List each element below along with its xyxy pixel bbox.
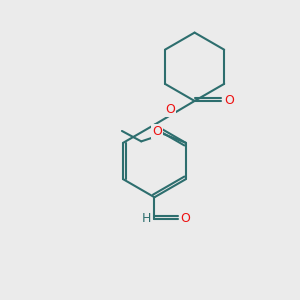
Text: O: O <box>224 94 234 107</box>
Text: O: O <box>181 212 190 225</box>
Text: O: O <box>152 125 162 138</box>
Text: H: H <box>141 212 151 225</box>
Text: O: O <box>165 103 175 116</box>
